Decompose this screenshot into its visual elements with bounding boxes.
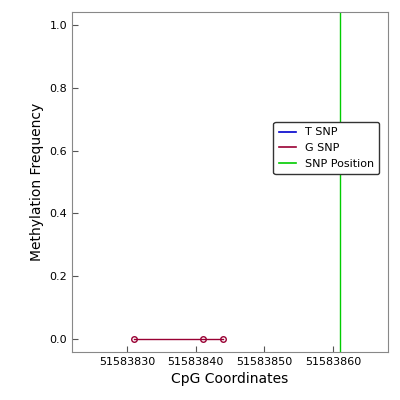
Legend: T SNP, G SNP, SNP Position: T SNP, G SNP, SNP Position — [274, 122, 379, 174]
X-axis label: CpG Coordinates: CpG Coordinates — [171, 372, 289, 386]
Y-axis label: Methylation Frequency: Methylation Frequency — [30, 103, 44, 261]
